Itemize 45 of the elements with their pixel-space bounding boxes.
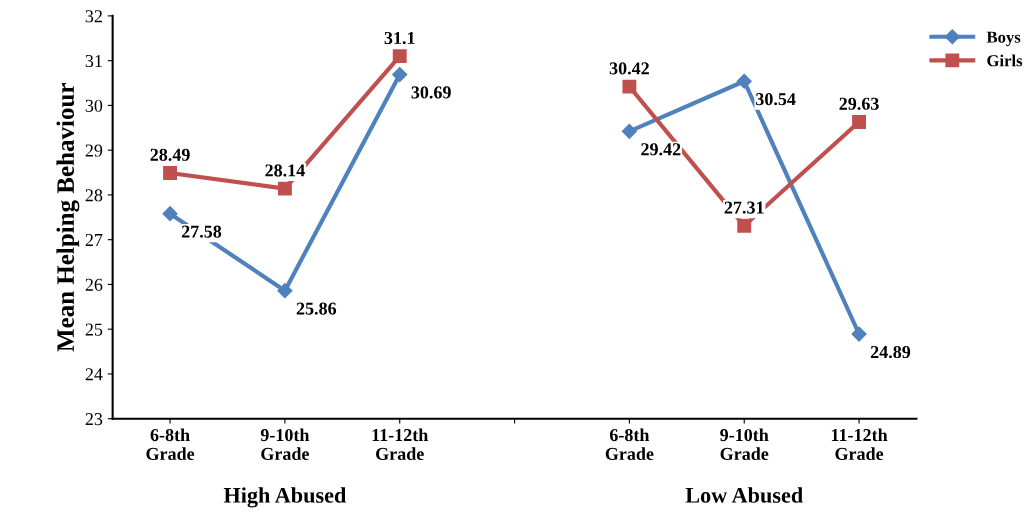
data-label: 24.89 xyxy=(870,345,911,359)
y-tick-label: 23 xyxy=(85,413,103,426)
x-tick-label: 9-10th Grade xyxy=(260,428,310,461)
y-tick-label: 24 xyxy=(85,368,103,381)
data-label: 28.14 xyxy=(265,164,305,177)
y-tick-label: 25 xyxy=(85,323,103,336)
data-label: 29.42 xyxy=(641,143,681,156)
data-label: 31.1 xyxy=(384,31,415,45)
legend-label: Girls xyxy=(987,54,1023,67)
y-tick-label: 29 xyxy=(85,144,103,157)
text: High Abused xyxy=(223,487,347,508)
legend-label: Boys xyxy=(986,31,1021,47)
text: Low Abused xyxy=(685,487,803,503)
point xyxy=(622,79,637,94)
point xyxy=(736,73,752,89)
data-label: 27.58 xyxy=(181,225,222,238)
y-tick-label: 27 xyxy=(85,233,103,246)
point xyxy=(162,206,178,222)
y-axis-title: Mean Helping Behaviour xyxy=(56,83,80,352)
y-tick-label: 30 xyxy=(85,99,103,112)
point xyxy=(621,123,637,139)
point xyxy=(163,166,178,180)
point xyxy=(852,115,867,129)
data-label: 27.31 xyxy=(724,201,764,214)
x-tick-label: 9-10th Grade xyxy=(720,428,769,461)
data-label: 28.49 xyxy=(150,148,190,161)
point xyxy=(851,326,867,342)
point xyxy=(392,49,407,64)
x-tick-label: 11-12th Grade xyxy=(831,428,888,461)
point xyxy=(277,283,293,299)
x-tick-label: 6-8th Grade xyxy=(605,428,654,461)
data-label: 30.69 xyxy=(411,86,451,99)
data-label: 30.54 xyxy=(756,93,796,106)
data-label: 29.63 xyxy=(839,97,879,110)
point xyxy=(737,218,752,233)
data-label: 30.42 xyxy=(609,62,649,75)
x-tick-label: 6-8th Grade xyxy=(146,428,195,461)
y-tick-label: 28 xyxy=(85,189,103,202)
y-tick-label: 32 xyxy=(85,10,102,23)
x-tick-label: 11-12th Grade xyxy=(372,428,429,461)
data-label: 25.86 xyxy=(296,302,337,315)
y-tick-label: 31 xyxy=(85,54,102,68)
y-tick-label: 26 xyxy=(85,278,103,291)
point xyxy=(392,66,408,83)
point xyxy=(277,181,292,196)
